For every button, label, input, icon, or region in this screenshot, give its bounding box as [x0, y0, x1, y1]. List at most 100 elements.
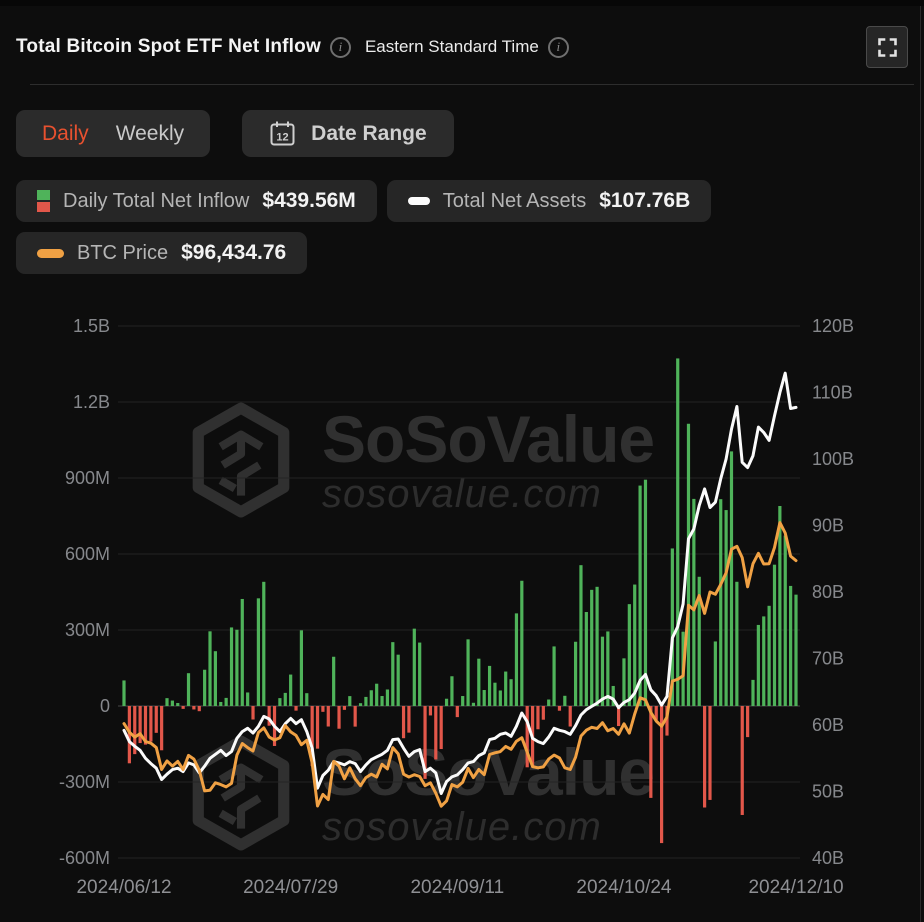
- inflow-bar: [654, 706, 658, 720]
- inflow-bar: [154, 706, 158, 733]
- inflow-bar: [520, 580, 524, 706]
- inflow-bar: [724, 510, 728, 706]
- inflow-bar: [660, 706, 664, 844]
- orange-dash-icon: [37, 248, 64, 258]
- fullscreen-button[interactable]: [866, 26, 908, 68]
- legend-value: $96,434.76: [181, 241, 287, 264]
- inflow-bar: [703, 706, 707, 808]
- tab-weekly[interactable]: Weekly: [115, 121, 185, 145]
- date-range-label: Date Range: [311, 121, 427, 145]
- inflow-bar: [789, 585, 793, 706]
- inflow-bar: [740, 706, 744, 815]
- inflow-bar: [778, 505, 782, 706]
- inflow-bar: [692, 498, 696, 706]
- legend-value: $107.76B: [599, 189, 691, 212]
- inflow-bar: [633, 584, 637, 706]
- legend-value: $439.56M: [262, 189, 356, 212]
- inflow-bar: [138, 706, 142, 744]
- inflow-bar: [122, 680, 126, 706]
- inflow-bar: [756, 624, 760, 706]
- legend-item-net-assets[interactable]: Total Net Assets $107.76B: [386, 180, 712, 222]
- inflow-bar: [686, 423, 691, 706]
- inflow-bar: [665, 706, 669, 736]
- timezone-info-icon[interactable]: i: [547, 36, 569, 58]
- inflow-bar: [170, 700, 174, 706]
- fullscreen-icon: [877, 37, 897, 57]
- y-axis-tick-left: 900M: [65, 468, 110, 488]
- x-axis-tick: 2024/09/11: [410, 877, 504, 898]
- header: Total Bitcoin Spot ETF Net Inflow i East…: [0, 6, 924, 68]
- date-range-button[interactable]: 12 Date Range: [242, 110, 454, 157]
- net-assets-line: [122, 371, 798, 795]
- inflow-bar: [762, 616, 766, 706]
- inflow-bar: [321, 706, 325, 712]
- inflow-bar: [590, 589, 594, 706]
- y-axis-tick-right: 70B: [812, 649, 844, 669]
- inflow-bar: [149, 706, 153, 742]
- legend-item-btc-price[interactable]: BTC Price $96,434.76: [16, 232, 308, 274]
- inflow-bar: [262, 581, 266, 706]
- inflow-bar: [294, 706, 298, 711]
- y-axis-left-ticks: 1.5B 1.2B 900M 600M 300M 0 -300M -600M: [59, 316, 110, 868]
- legend-name: Total Net Assets: [442, 189, 587, 212]
- y-axis-tick-left: 0: [100, 696, 110, 716]
- tab-daily[interactable]: Daily: [42, 121, 89, 145]
- inflow-bar: [509, 679, 513, 706]
- inflow-bar: [547, 699, 551, 706]
- inflow-bar: [224, 697, 228, 706]
- y-axis-tick-right: 80B: [812, 582, 844, 602]
- inflow-bar: [337, 706, 341, 729]
- inflow-bar: [391, 642, 395, 706]
- inflow-bar: [229, 627, 234, 706]
- inflow-bar: [256, 598, 260, 706]
- x-axis-tick: 2024/07/29: [243, 877, 338, 898]
- inflow-bar: [289, 674, 293, 706]
- legend-item-net-inflow[interactable]: Daily Total Net Inflow $439.56M: [16, 180, 377, 222]
- legend-name: BTC Price: [77, 241, 169, 264]
- inflow-bar: [401, 706, 406, 739]
- inflow-bar: [315, 706, 320, 749]
- title-info-icon[interactable]: i: [329, 36, 351, 58]
- inflow-bar: [133, 706, 137, 755]
- white-dash-icon: [407, 197, 430, 205]
- inflow-bar: [729, 451, 734, 706]
- inflow-bar: [396, 654, 400, 706]
- inflow-bar: [466, 639, 470, 706]
- inflow-bar: [471, 702, 476, 706]
- inflow-bar: [719, 499, 723, 706]
- inflow-bar: [439, 706, 443, 750]
- inflow-bar: [310, 706, 314, 767]
- inflow-bar: [353, 706, 357, 727]
- inflow-bar: [235, 629, 239, 706]
- y-axis-tick-left: 300M: [65, 620, 110, 640]
- inflow-bar: [332, 656, 336, 706]
- inflow-bar: [364, 696, 368, 706]
- inflow-bar: [305, 693, 309, 706]
- inflow-bar: [606, 631, 610, 706]
- inflow-bar: [418, 642, 422, 706]
- inflow-bar: [428, 706, 433, 716]
- y-axis-tick-left: 600M: [65, 544, 110, 564]
- inflow-bar: [557, 706, 562, 711]
- inflow-bar: [423, 706, 427, 779]
- y-axis-tick-right: 60B: [812, 715, 844, 735]
- inflow-bar: [600, 636, 605, 706]
- inflow-bar: [160, 706, 164, 751]
- inflow-bar: [348, 696, 352, 706]
- inflow-bar: [552, 646, 556, 706]
- inflow-bar: [670, 548, 674, 706]
- inflow-bar: [208, 631, 212, 706]
- inflow-bar: [536, 706, 540, 730]
- inflow-bar: [192, 706, 196, 710]
- inflow-bar: [772, 564, 777, 706]
- inflow-bar: [412, 628, 416, 706]
- chart-canvas[interactable]: 1.5B1.2B900M600M300M0-300M-600M120B110B1…: [0, 291, 924, 922]
- inflow-bar: [498, 690, 502, 706]
- x-axis-ticks: 2024/06/12 2024/07/29 2024/09/11 2024/10/24…: [76, 877, 843, 898]
- y-axis-tick-left: -300M: [59, 772, 110, 792]
- inflow-bars: [122, 358, 798, 844]
- inflow-bar: [186, 673, 191, 706]
- y-axis-tick-right: 110B: [812, 383, 853, 403]
- legend: Daily Total Net Inflow $439.56M Total Ne…: [16, 180, 876, 274]
